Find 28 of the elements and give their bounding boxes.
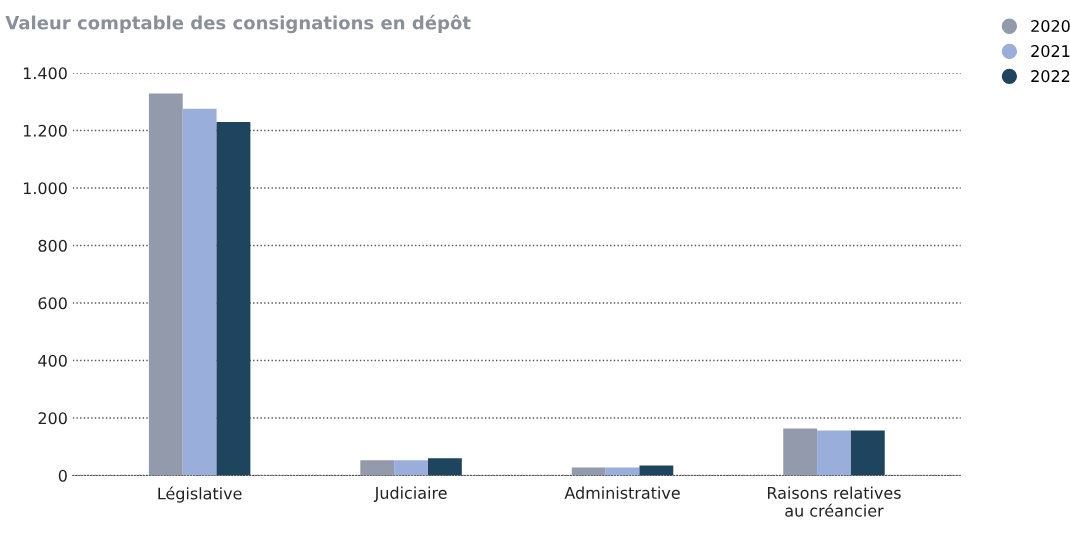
bar (428, 458, 462, 476)
bar (571, 467, 606, 476)
legend-label: 2022 (1031, 70, 1070, 83)
y-tick-label: 0 (58, 469, 67, 482)
bar (360, 460, 395, 476)
bar (783, 428, 818, 476)
bar (394, 460, 428, 476)
y-tick-label: 1.400 (23, 67, 67, 80)
bar (605, 467, 640, 476)
bar (639, 465, 674, 476)
y-tick-label: 200 (38, 412, 67, 425)
y-tick-label: 800 (38, 239, 67, 252)
x-tick-label: Raisons relatives au créancier (767, 486, 901, 517)
x-tick-label: Judiciaire (373, 486, 447, 502)
x-tick-label: Administrative (564, 486, 680, 499)
y-tick-label: 1.200 (23, 124, 67, 137)
legend-label: 2020 (1031, 19, 1070, 33)
bar (182, 108, 217, 476)
y-tick-label: 600 (38, 297, 67, 310)
legend-label: 2021 (1031, 45, 1070, 58)
bar (817, 430, 851, 476)
bar (216, 121, 251, 476)
y-tick-label: 400 (38, 354, 67, 367)
bar (148, 93, 183, 476)
bar (850, 430, 885, 476)
y-tick-label: 1.000 (23, 182, 67, 195)
chart-title: Valeur comptable des consignations en dépôt (5, 14, 471, 34)
x-tick-label: Législative (158, 486, 242, 503)
